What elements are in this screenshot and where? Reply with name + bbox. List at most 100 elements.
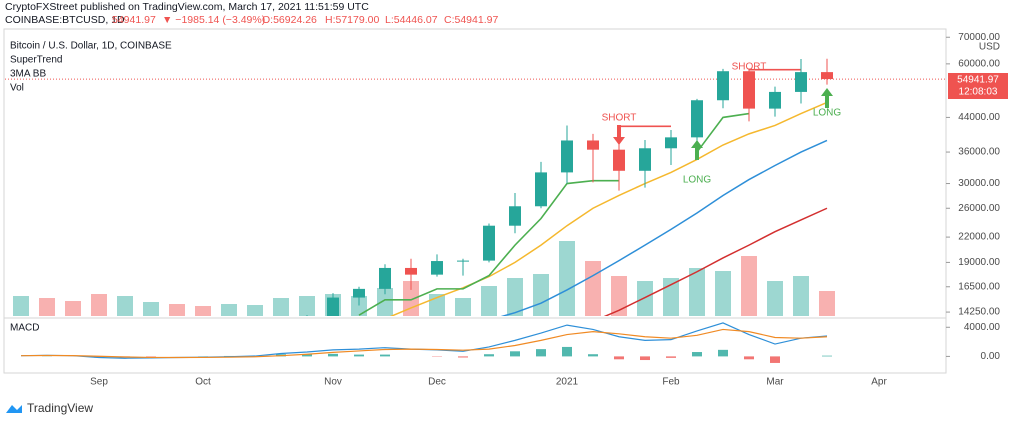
candle-body [717,71,729,101]
volume-bar [273,298,289,316]
macd-line [20,322,828,359]
macd-histogram [822,355,832,357]
x-tick-label: Mar [766,377,784,388]
y-tick-label: 26000.00 [958,203,1000,214]
candle-body [67,347,79,349]
macd-histogram [666,356,676,358]
y-tick-label: 4000.00 [964,322,1001,333]
x-tick-label: 2021 [556,377,579,388]
candle-body [639,148,651,171]
candle-body [15,345,27,348]
candle-body [119,368,131,369]
signal-arrow [743,72,755,92]
volume-bar [169,304,185,316]
volume-bar [143,302,159,316]
macd-title: MACD [10,323,39,334]
x-tick-label: Feb [662,377,680,388]
change: ▼ −1985.14 (−3.49%) [162,14,265,26]
volume-bar [715,271,731,316]
x-tick-label: Apr [871,377,887,388]
signal-arrow [821,88,833,108]
y-tick-label: 36000.00 [958,147,1000,158]
candle-body [613,149,625,171]
volume-bar [39,298,55,316]
signal-label: LONG [683,175,712,186]
legend: Vol [10,83,24,94]
candle-body [93,349,105,369]
legend: Bitcoin / U.S. Dollar, 1D, COINBASE [10,41,172,52]
macd-histogram [718,349,728,357]
candle-body [405,267,417,275]
volume-bar [793,276,809,316]
volume-bar [195,306,211,316]
volume-bar [403,281,419,316]
macd-histogram [744,356,754,360]
countdown: 12:08:03 [959,87,998,98]
y-tick-label: 60000.00 [958,59,1000,70]
y-tick-label: 44000.00 [958,112,1000,123]
candle-body [535,172,547,207]
candle-body [249,349,261,352]
candle-body [301,318,313,328]
candle-body [483,225,495,261]
macd-histogram [588,354,598,357]
macd-histogram [354,354,364,357]
candle-body [821,72,833,80]
candle-body [171,358,183,362]
volume-bar [91,294,107,316]
macd-histogram [640,356,650,361]
last-price: 54941.97 [112,14,156,26]
candle-body [353,288,365,298]
volume-bar [819,291,835,316]
x-tick-label: Oct [195,377,211,388]
x-tick-label: Sep [90,377,108,388]
candle-body [457,260,469,262]
price-tag-value: 54941.97 [957,75,999,86]
volume-bar [585,261,601,316]
volume-bar [455,298,471,316]
candle-body [431,261,443,275]
volume-bar [221,304,237,316]
moving-average [603,207,828,316]
macd-histogram [536,349,546,357]
brand: TradingView [27,401,93,415]
close: C:54941.97 [444,14,498,26]
macd-histogram [770,356,780,363]
moving-average [389,101,828,316]
logo-icon [6,405,22,413]
publisher: CryptoFXStreet published on TradingView.… [5,1,369,13]
volume-bar [13,296,29,316]
macd-histogram [484,354,494,357]
candle-body [665,137,677,149]
candle-body [145,358,157,369]
candle-body [379,267,391,289]
legend: 3MA BB [10,69,46,80]
signal-label: SHORT [602,113,637,124]
volume-bar [117,296,133,316]
volume-bar [689,268,705,316]
macd-histogram [302,354,312,357]
legend: SuperTrend [10,55,62,66]
candle-body [691,100,703,138]
candle-body [41,345,53,347]
candle-body [561,140,573,173]
y-tick-label: 30000.00 [958,178,1000,189]
candle-body [197,362,209,364]
x-tick-label: Dec [428,377,446,388]
macd-line [20,328,828,359]
volume-bar [533,274,549,316]
y-tick-label: 0.00 [981,351,1001,362]
volume-bar [299,296,315,316]
volume-bar [637,281,653,316]
candle-body [795,72,807,92]
volume-bar [741,256,757,316]
signal-arrow [613,125,625,145]
candle-body [769,91,781,109]
macd-histogram [510,351,520,357]
volume-bar [351,296,367,316]
volume-bar [663,278,679,316]
candle-body [327,297,339,316]
volume-bar [377,288,393,316]
logo[interactable]: TradingView [6,401,93,415]
